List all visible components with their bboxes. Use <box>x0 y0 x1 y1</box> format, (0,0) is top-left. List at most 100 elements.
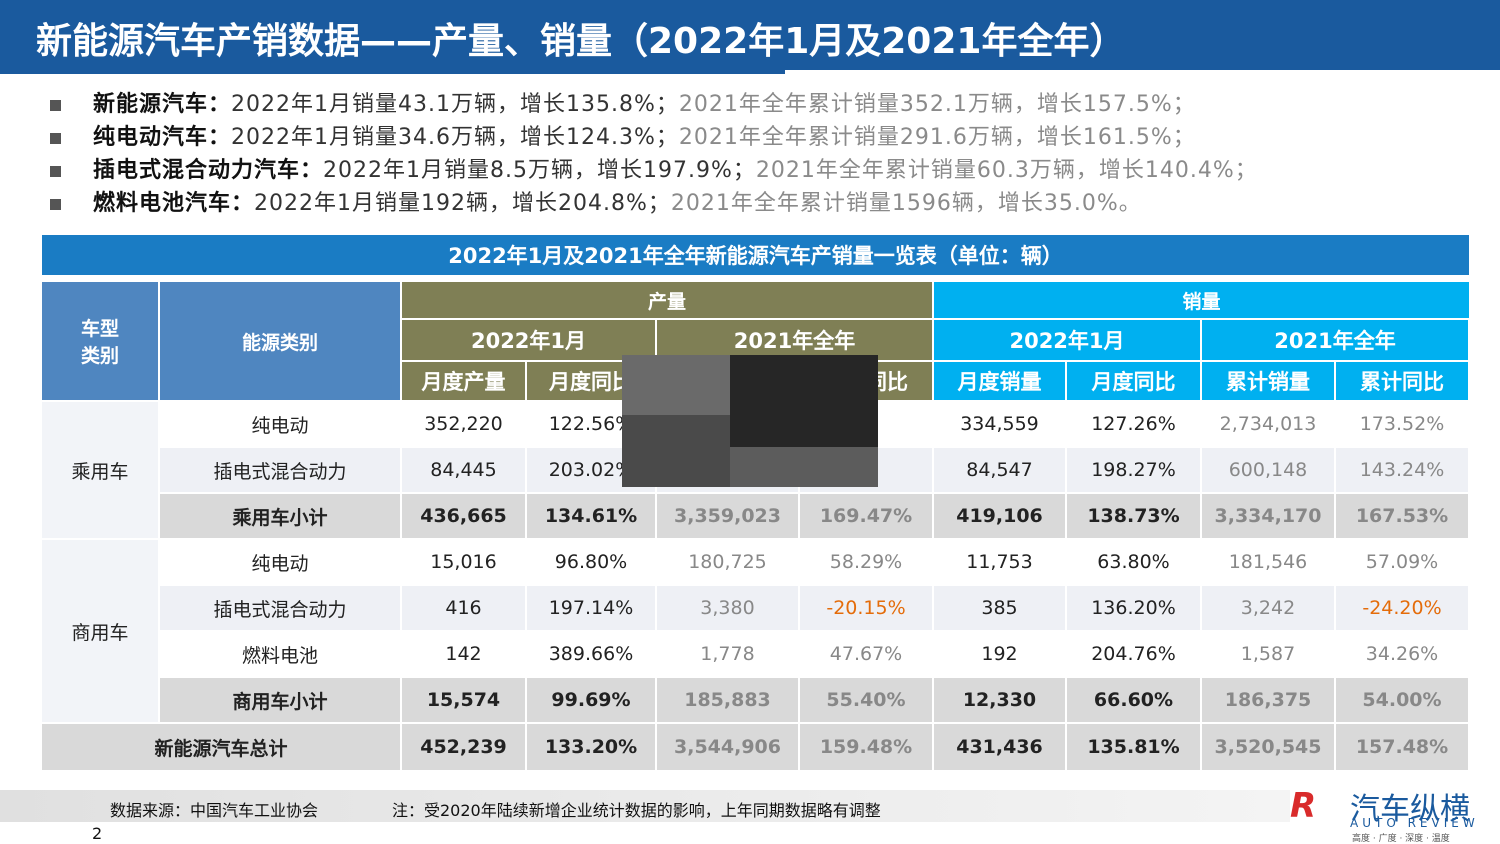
data-cell: 84,547 <box>934 448 1065 492</box>
data-cell: 352,220 <box>402 402 525 446</box>
logo-mark: R <box>1290 786 1317 826</box>
data-cell: 136.20% <box>1067 586 1200 630</box>
data-cell: 167.53% <box>1336 494 1468 538</box>
row-name: 插电式混合动力 <box>160 448 400 492</box>
bullet-previous: 2021年全年累计销量352.1万辆，增长157.5%； <box>678 92 1196 117</box>
overlay-block <box>730 447 878 487</box>
data-cell: 419,106 <box>934 494 1065 538</box>
data-cell: 66.60% <box>1067 678 1200 722</box>
subheader: 月度产量 <box>402 362 525 400</box>
period-header: 2022年1月 <box>934 320 1200 360</box>
data-cell: 159.48% <box>800 724 932 770</box>
bullet-previous: 2021年全年累计销量60.3万辆，增长140.4%； <box>755 158 1258 183</box>
data-cell: 1,587 <box>1202 632 1334 676</box>
title-bar <box>0 0 1500 70</box>
bullet-marker <box>50 198 61 210</box>
data-cell: 135.81% <box>1067 724 1200 770</box>
data-cell: 157.48% <box>1336 724 1468 770</box>
overlay-block <box>622 415 730 487</box>
note: 注：受2020年陆续新增企业统计数据的影响，上年同期数据略有调整 <box>392 801 881 820</box>
data-cell: 63.80% <box>1067 540 1200 584</box>
title-rule <box>0 70 785 74</box>
row-name: 纯电动 <box>160 540 400 584</box>
group-label: 乘用车 <box>42 402 158 538</box>
data-cell: 198.27% <box>1067 448 1200 492</box>
data-cell: 127.26% <box>1067 402 1200 446</box>
data-cell: 54.00% <box>1336 678 1468 722</box>
data-cell: 334,559 <box>934 402 1065 446</box>
page-number: 2 <box>92 824 103 843</box>
footer-bar <box>0 790 1290 822</box>
data-cell: 1,778 <box>657 632 798 676</box>
data-cell: 204.76% <box>1067 632 1200 676</box>
redaction-overlay <box>622 355 878 487</box>
data-cell: 15,574 <box>402 678 525 722</box>
data-cell: 186,375 <box>1202 678 1334 722</box>
subheader: 累计同比 <box>1336 362 1468 400</box>
bullet-label: 插电式混合动力汽车： <box>93 158 324 183</box>
data-cell: 3,380 <box>657 586 798 630</box>
row-name: 纯电动 <box>160 402 400 446</box>
table-title: 2022年1月及2021年全年新能源汽车产销量一览表（单位：辆） <box>42 235 1469 275</box>
data-cell: 34.26% <box>1336 632 1468 676</box>
data-cell: 84,445 <box>402 448 525 492</box>
bullet-marker <box>50 99 61 111</box>
subheader: 月度销量 <box>934 362 1065 400</box>
data-cell: 99.69% <box>527 678 655 722</box>
data-cell: 385 <box>934 586 1065 630</box>
row-name: 燃料电池 <box>160 632 400 676</box>
data-cell: 143.24% <box>1336 448 1468 492</box>
data-cell: 180,725 <box>657 540 798 584</box>
data-cell: 138.73% <box>1067 494 1200 538</box>
data-cell: 15,016 <box>402 540 525 584</box>
data-cell: 142 <box>402 632 525 676</box>
overlay-block <box>730 355 878 447</box>
period-header: 2021年全年 <box>1202 320 1468 360</box>
data-cell: 3,242 <box>1202 586 1334 630</box>
data-cell: 11,753 <box>934 540 1065 584</box>
header-cell: 产量 <box>402 282 932 318</box>
data-cell: -20.15% <box>800 586 932 630</box>
row-name: 乘用车小计 <box>160 494 400 538</box>
row-name: 商用车小计 <box>160 678 400 722</box>
data-cell: 57.09% <box>1336 540 1468 584</box>
overlay-block <box>622 355 730 415</box>
data-cell: 3,359,023 <box>657 494 798 538</box>
header-cell: 车型类别 <box>42 282 158 400</box>
bullet-previous: 2021年全年累计销量1596辆，增长35.0%。 <box>670 191 1142 216</box>
bullet-marker <box>50 132 61 144</box>
data-cell: -24.20% <box>1336 586 1468 630</box>
data-cell: 2,734,013 <box>1202 402 1334 446</box>
data-cell: 197.14% <box>527 586 655 630</box>
data-cell: 47.67% <box>800 632 932 676</box>
bullet-current: 2022年1月销量8.5万辆，增长197.9%； <box>323 158 756 183</box>
logo: 汽车纵横 <box>1350 792 1470 827</box>
row-name: 新能源汽车总计 <box>42 724 400 770</box>
logo-tagline: 高度 · 广度 · 深度 · 温度 <box>1352 834 1450 844</box>
data-cell: 181,546 <box>1202 540 1334 584</box>
data-cell: 431,436 <box>934 724 1065 770</box>
header-cell: 销量 <box>934 282 1469 318</box>
data-cell: 416 <box>402 586 525 630</box>
subheader: 累计销量 <box>1202 362 1334 400</box>
bullet-label: 燃料电池汽车： <box>93 191 255 216</box>
data-cell: 12,330 <box>934 678 1065 722</box>
group-label: 商用车 <box>42 540 158 722</box>
data-cell: 134.61% <box>527 494 655 538</box>
bullet: 燃料电池汽车：2022年1月销量192辆，增长204.8%；2021年全年累计销… <box>50 185 1142 217</box>
data-cell: 192 <box>934 632 1065 676</box>
bullet-current: 2022年1月销量43.1万辆，增长135.8%； <box>231 92 679 117</box>
bullet-label: 纯电动汽车： <box>93 125 232 150</box>
bullet-label: 新能源汽车： <box>93 92 232 117</box>
header-cell: 能源类别 <box>160 282 400 400</box>
data-cell: 3,520,545 <box>1202 724 1334 770</box>
period-header: 2022年1月 <box>402 320 655 360</box>
data-cell: 133.20% <box>527 724 655 770</box>
source: 数据来源：中国汽车工业协会 <box>110 801 319 820</box>
bullet: 插电式混合动力汽车：2022年1月销量8.5万辆，增长197.9%；2021年全… <box>50 152 1258 184</box>
subheader: 月度同比 <box>1067 362 1200 400</box>
bullet-previous: 2021年全年累计销量291.6万辆，增长161.5%； <box>678 125 1196 150</box>
data-cell: 436,665 <box>402 494 525 538</box>
bullet-current: 2022年1月销量192辆，增长204.8%； <box>254 191 671 216</box>
